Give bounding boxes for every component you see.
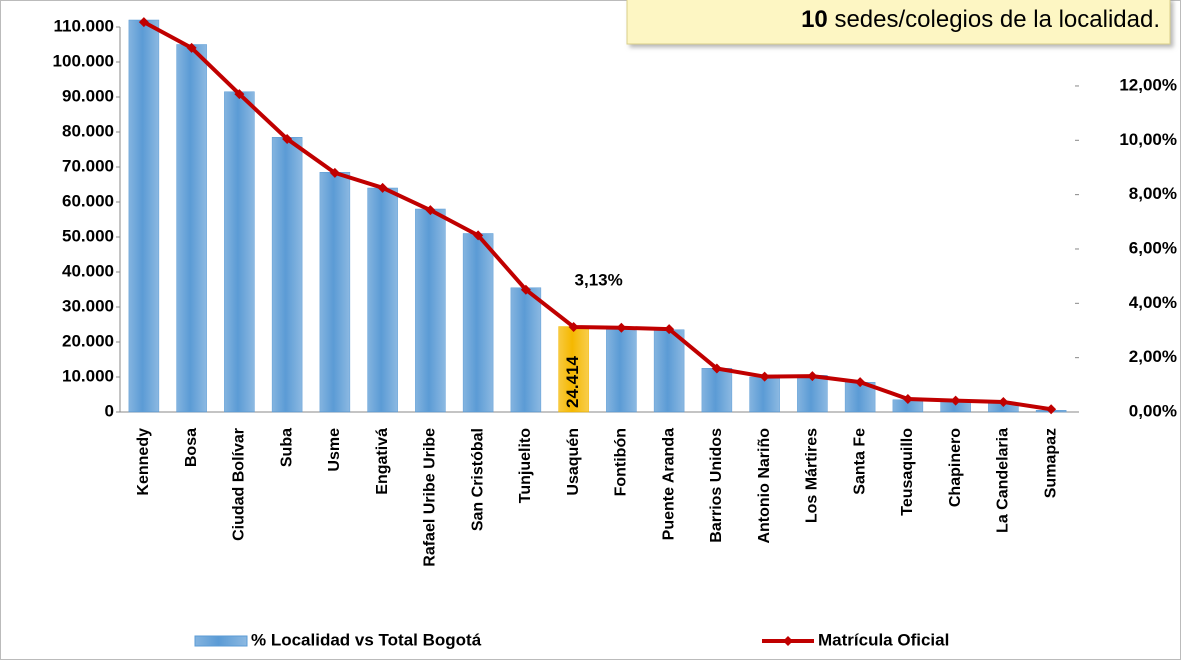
legend-label: % Localidad vs Total Bogotá [251, 630, 482, 649]
line-marker [377, 182, 388, 193]
y2-tick-label: 0,00% [1129, 401, 1177, 420]
line-marker [759, 371, 770, 382]
y2-tick-label: 4,00% [1129, 293, 1177, 312]
x-tick-label: Antonio Nariño [756, 428, 773, 544]
x-tick-label: San Cristóbal [469, 428, 486, 531]
line-marker [138, 17, 149, 28]
x-tick-label: Kennedy [135, 428, 152, 496]
line-value-label: 3,13% [575, 270, 623, 289]
bar [319, 172, 351, 413]
y-tick-label: 0 [105, 401, 114, 420]
x-tick-label: Tunjuelito [517, 428, 534, 503]
x-tick-label: Usme [326, 428, 343, 472]
line-marker [616, 322, 627, 333]
bar [510, 287, 542, 413]
bar [415, 208, 446, 413]
legend-label: Matrícula Oficial [818, 630, 949, 649]
bar [749, 376, 780, 413]
x-tick-label: Santa Fe [851, 428, 868, 495]
y-tick-label: 90.000 [62, 86, 114, 105]
x-tick-label: Teusaquillo [899, 428, 916, 516]
x-tick-label: Los Mártires [804, 428, 821, 523]
y-tick-label: 20.000 [62, 331, 114, 350]
y2-tick-label: 12,00% [1119, 75, 1177, 94]
line-marker [950, 395, 961, 406]
callout-rest: sedes/colegios de la localidad. [828, 6, 1160, 33]
bar [271, 137, 303, 413]
y-tick-label: 30.000 [62, 296, 114, 315]
line-marker [473, 230, 484, 241]
y-tick-label: 110.000 [53, 16, 114, 35]
x-tick-label: Bosa [183, 428, 200, 467]
y-tick-label: 80.000 [62, 121, 114, 140]
legend-marker [783, 636, 793, 646]
line-marker [998, 396, 1009, 407]
y2-tick-label: 8,00% [1129, 184, 1177, 203]
x-tick-label: La Candelaria [995, 428, 1012, 533]
y2-tick-label: 2,00% [1129, 347, 1177, 366]
line-marker [664, 324, 675, 335]
line-marker [425, 205, 436, 216]
x-tick-label: Ciudad Bolívar [231, 428, 248, 541]
line-marker [329, 167, 340, 178]
line-marker [1046, 404, 1057, 415]
line-marker [855, 377, 866, 388]
bar [367, 187, 398, 413]
y-tick-label: 40.000 [62, 261, 114, 280]
callout-box [626, 0, 1171, 45]
x-tick-label: Barrios Unidos [708, 428, 725, 543]
bar [653, 329, 685, 413]
y-tick-label: 60.000 [62, 191, 114, 210]
y-tick-label: 50.000 [62, 226, 114, 245]
x-tick-label: Suba [278, 428, 295, 467]
line-marker [186, 42, 197, 53]
x-tick-label: Rafael Uribe Uribe [422, 428, 439, 567]
x-tick-label: Fontibón [613, 428, 630, 496]
line-marker [568, 321, 579, 332]
x-tick-label: Chapinero [947, 428, 964, 507]
line [142, 20, 1052, 412]
bar [701, 368, 733, 413]
line-marker [234, 89, 245, 100]
bar [128, 19, 160, 413]
line-marker [807, 371, 818, 382]
y2-tick-label: 6,00% [1129, 238, 1177, 257]
bar-value-label: 24.414 [563, 355, 582, 408]
legend-swatch [194, 635, 248, 647]
y-tick-label: 70.000 [62, 156, 114, 175]
line-marker [282, 133, 293, 144]
callout-text: 10 sedes/colegios de la localidad. [801, 6, 1160, 33]
x-tick-label: Sumapaz [1042, 428, 1059, 498]
bar [176, 44, 207, 413]
bar [462, 233, 494, 413]
x-tick-label: Engativá [374, 428, 391, 495]
y2-tick-label: 10,00% [1119, 130, 1177, 149]
x-tick-label: Usaquén [565, 428, 582, 496]
line-marker [711, 363, 722, 374]
callout-bold: 10 [801, 6, 828, 33]
line-marker [520, 284, 531, 295]
y-tick-label: 100.000 [53, 51, 114, 70]
line-marker [902, 393, 913, 404]
bar [606, 327, 637, 413]
y-tick-label: 10.000 [62, 366, 114, 385]
x-tick-label: Puente Aranda [660, 428, 677, 540]
bar [224, 91, 255, 413]
